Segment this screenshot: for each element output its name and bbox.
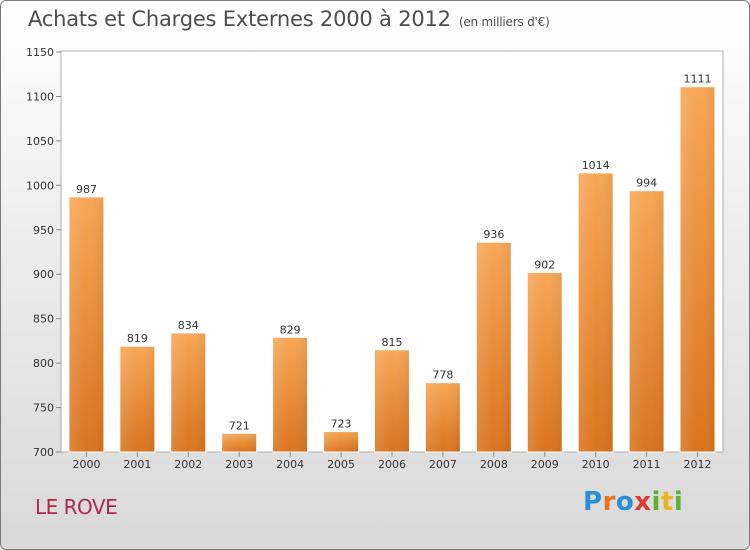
x-tick-label: 2008: [480, 458, 508, 471]
y-tick-label: 950: [33, 224, 54, 237]
y-tick-label: 750: [33, 402, 54, 415]
y-tick-label: 1050: [26, 135, 54, 148]
chart-title-row: Achats et Charges Externes 2000 à 2012 (e…: [28, 7, 550, 31]
bar-shine: [222, 434, 256, 452]
bar-shine: [579, 173, 613, 452]
bar-2006: [374, 349, 410, 453]
x-tick-label: 2011: [633, 458, 661, 471]
logo-letter: i: [673, 487, 684, 517]
x-tick-label: 2000: [72, 458, 100, 471]
x-tick-label: 2003: [225, 458, 253, 471]
y-tick-label: 800: [33, 357, 54, 370]
bar-2003: [221, 432, 258, 453]
bar-2009: [526, 271, 563, 453]
bar-2008: [475, 241, 512, 453]
bar-shine: [69, 197, 103, 452]
bar-value-label: 819: [127, 332, 148, 345]
bar-value-label: 829: [280, 323, 301, 336]
bar-2000: [68, 196, 105, 453]
bar-2007: [424, 382, 461, 453]
y-axis: 700 750 800 850 900 950 1000 1050 1100 1150: [26, 46, 61, 459]
x-tick-label: 2012: [684, 458, 712, 471]
bar-2001: [119, 345, 156, 453]
x-tick-label: 2006: [378, 458, 406, 471]
x-tick-label: 2007: [429, 458, 457, 471]
y-tick-label: 850: [33, 313, 54, 326]
bar-shine: [375, 350, 409, 452]
bar-shine: [120, 347, 154, 452]
bar-value-label: 723: [331, 418, 352, 431]
proxiti-logo: Proxiti: [583, 487, 683, 517]
bar-shine: [630, 191, 664, 452]
bars-group: 987 819 834 721 829 723 815 778 936 902 1014 994 111…: [68, 73, 716, 453]
bar-shine: [171, 333, 205, 452]
bar-shine: [273, 338, 307, 452]
logo-letter: x: [634, 487, 652, 517]
chart-title: Achats et Charges Externes 2000 à 2012: [28, 7, 451, 31]
city-name: LE ROVE: [35, 495, 118, 519]
bar-value-label: 1014: [582, 159, 610, 172]
bar-shine: [681, 87, 715, 453]
y-tick-label: 1150: [26, 46, 54, 59]
logo-letter: o: [615, 487, 635, 517]
bar-value-label: 902: [534, 258, 555, 271]
bar-2010: [577, 172, 614, 453]
bar-value-label: 994: [636, 177, 657, 190]
bar-value-label: 834: [178, 319, 199, 332]
bar-value-label: 721: [229, 419, 250, 432]
bar-value-label: 987: [76, 183, 97, 196]
bar-2004: [272, 336, 309, 453]
x-axis: 2000 2001 2002 2003 2004 2005 2006 2007 2008 2009…: [72, 452, 712, 471]
x-tick-label: 2002: [174, 458, 202, 471]
y-tick-label: 900: [33, 268, 54, 281]
bar-value-label: 815: [382, 336, 403, 349]
x-tick-label: 2010: [582, 458, 610, 471]
x-tick-label: 2009: [531, 458, 559, 471]
bar-shine: [324, 432, 358, 452]
bar-2005: [323, 431, 360, 453]
bar-2002: [170, 332, 207, 453]
bar-shine: [528, 273, 562, 452]
logo-letter: i: [651, 487, 661, 517]
y-tick-label: 700: [33, 446, 54, 459]
bar-shine: [477, 243, 511, 452]
x-tick-label: 2001: [123, 458, 151, 471]
bar-value-label: 778: [432, 369, 453, 382]
y-tick-label: 1000: [26, 179, 54, 192]
bar-value-label: 1111: [684, 73, 712, 86]
bar-2012: [679, 86, 716, 453]
bar-2011: [628, 190, 665, 453]
logo-letter: P: [583, 487, 603, 517]
logo-letter: r: [602, 487, 616, 517]
bar-shine: [426, 383, 460, 452]
logo-letter: t: [660, 487, 674, 517]
bar-value-label: 936: [483, 228, 504, 241]
y-tick-label: 1100: [26, 90, 54, 103]
chart-subtitle: (en milliers d'€): [458, 15, 550, 29]
x-tick-label: 2004: [276, 458, 304, 471]
x-tick-label: 2005: [327, 458, 355, 471]
